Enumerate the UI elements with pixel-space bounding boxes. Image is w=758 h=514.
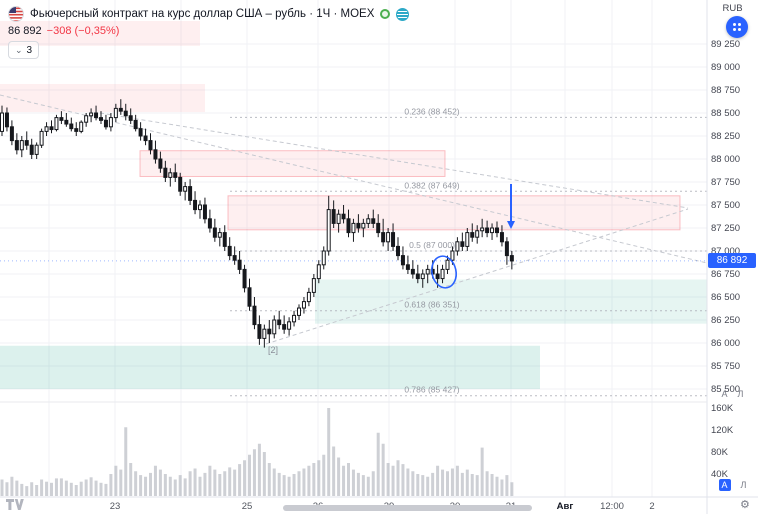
quick-action-button[interactable] [726,16,748,38]
svg-text:89 000: 89 000 [711,62,740,73]
svg-text:80K: 80K [711,447,729,458]
svg-text:88 250: 88 250 [711,131,740,142]
chevron-down-icon: ⌄ [15,45,23,55]
svg-text:0.618 (86 351): 0.618 (86 351) [404,300,459,310]
last-price-badge: 86 892 [708,253,756,268]
svg-text:0.382 (87 649): 0.382 (87 649) [404,180,459,190]
volume-log-scale-button[interactable]: Л [740,480,747,490]
svg-text:88 750: 88 750 [711,85,740,96]
svg-text:86 750: 86 750 [711,269,740,280]
svg-text:88 000: 88 000 [711,154,740,165]
currency-label[interactable]: RUB [722,3,743,14]
horizontal-scrollbar[interactable] [283,505,532,511]
svg-text:12:00: 12:00 [600,501,624,512]
last-price-value: 86 892 [8,25,42,37]
svg-text:87 250: 87 250 [711,223,740,234]
svg-text:25: 25 [242,501,253,512]
volume-scale-mode: А Л [707,479,758,491]
market-status-icon [380,9,391,19]
svg-text:87 500: 87 500 [711,200,740,211]
svg-text:[2]: [2] [268,345,278,355]
svg-text:85 500: 85 500 [711,384,740,395]
svg-text:87 000: 87 000 [711,246,740,257]
svg-text:85 750: 85 750 [711,361,740,372]
svg-text:40K: 40K [711,469,729,480]
log-scale-button[interactable]: Л [737,389,744,399]
dots-grid-icon [733,23,741,31]
svg-text:0.786 (85 427): 0.786 (85 427) [404,385,459,395]
price-scale-mode: А Л [707,389,758,399]
auto-scale-button[interactable]: А [721,389,728,399]
svg-text:86 500: 86 500 [711,292,740,303]
indicators-collapsed-chip[interactable]: ⌄ 3 [8,41,40,59]
symbol-legend: Фьючерсный контракт на курс доллар США –… [8,6,410,59]
indicator-icon[interactable] [396,7,410,21]
svg-text:86 250: 86 250 [711,315,740,326]
svg-text:2: 2 [649,501,654,512]
svg-text:23: 23 [110,501,121,512]
svg-text:Авг: Авг [557,501,574,512]
price-change: −308 (−0,35%) [46,25,120,37]
volume-auto-scale-button[interactable]: А [718,479,731,491]
svg-text:89 250: 89 250 [711,39,740,50]
svg-text:160K: 160K [711,403,734,414]
indicators-count: 3 [26,44,33,56]
svg-text:87 750: 87 750 [711,177,740,188]
settings-gear-icon[interactable]: ⚙ [740,499,750,511]
svg-text:88 500: 88 500 [711,108,740,119]
tradingview-logo[interactable] [5,497,24,514]
svg-text:120K: 120K [711,425,734,436]
symbol-title[interactable]: Фьючерсный контракт на курс доллар США –… [30,8,375,20]
svg-text:0.5 (87 000): 0.5 (87 000) [409,240,455,250]
instrument-flag-icon [8,6,24,22]
svg-text:86 000: 86 000 [711,338,740,349]
svg-text:0.236 (88 452): 0.236 (88 452) [404,106,459,116]
